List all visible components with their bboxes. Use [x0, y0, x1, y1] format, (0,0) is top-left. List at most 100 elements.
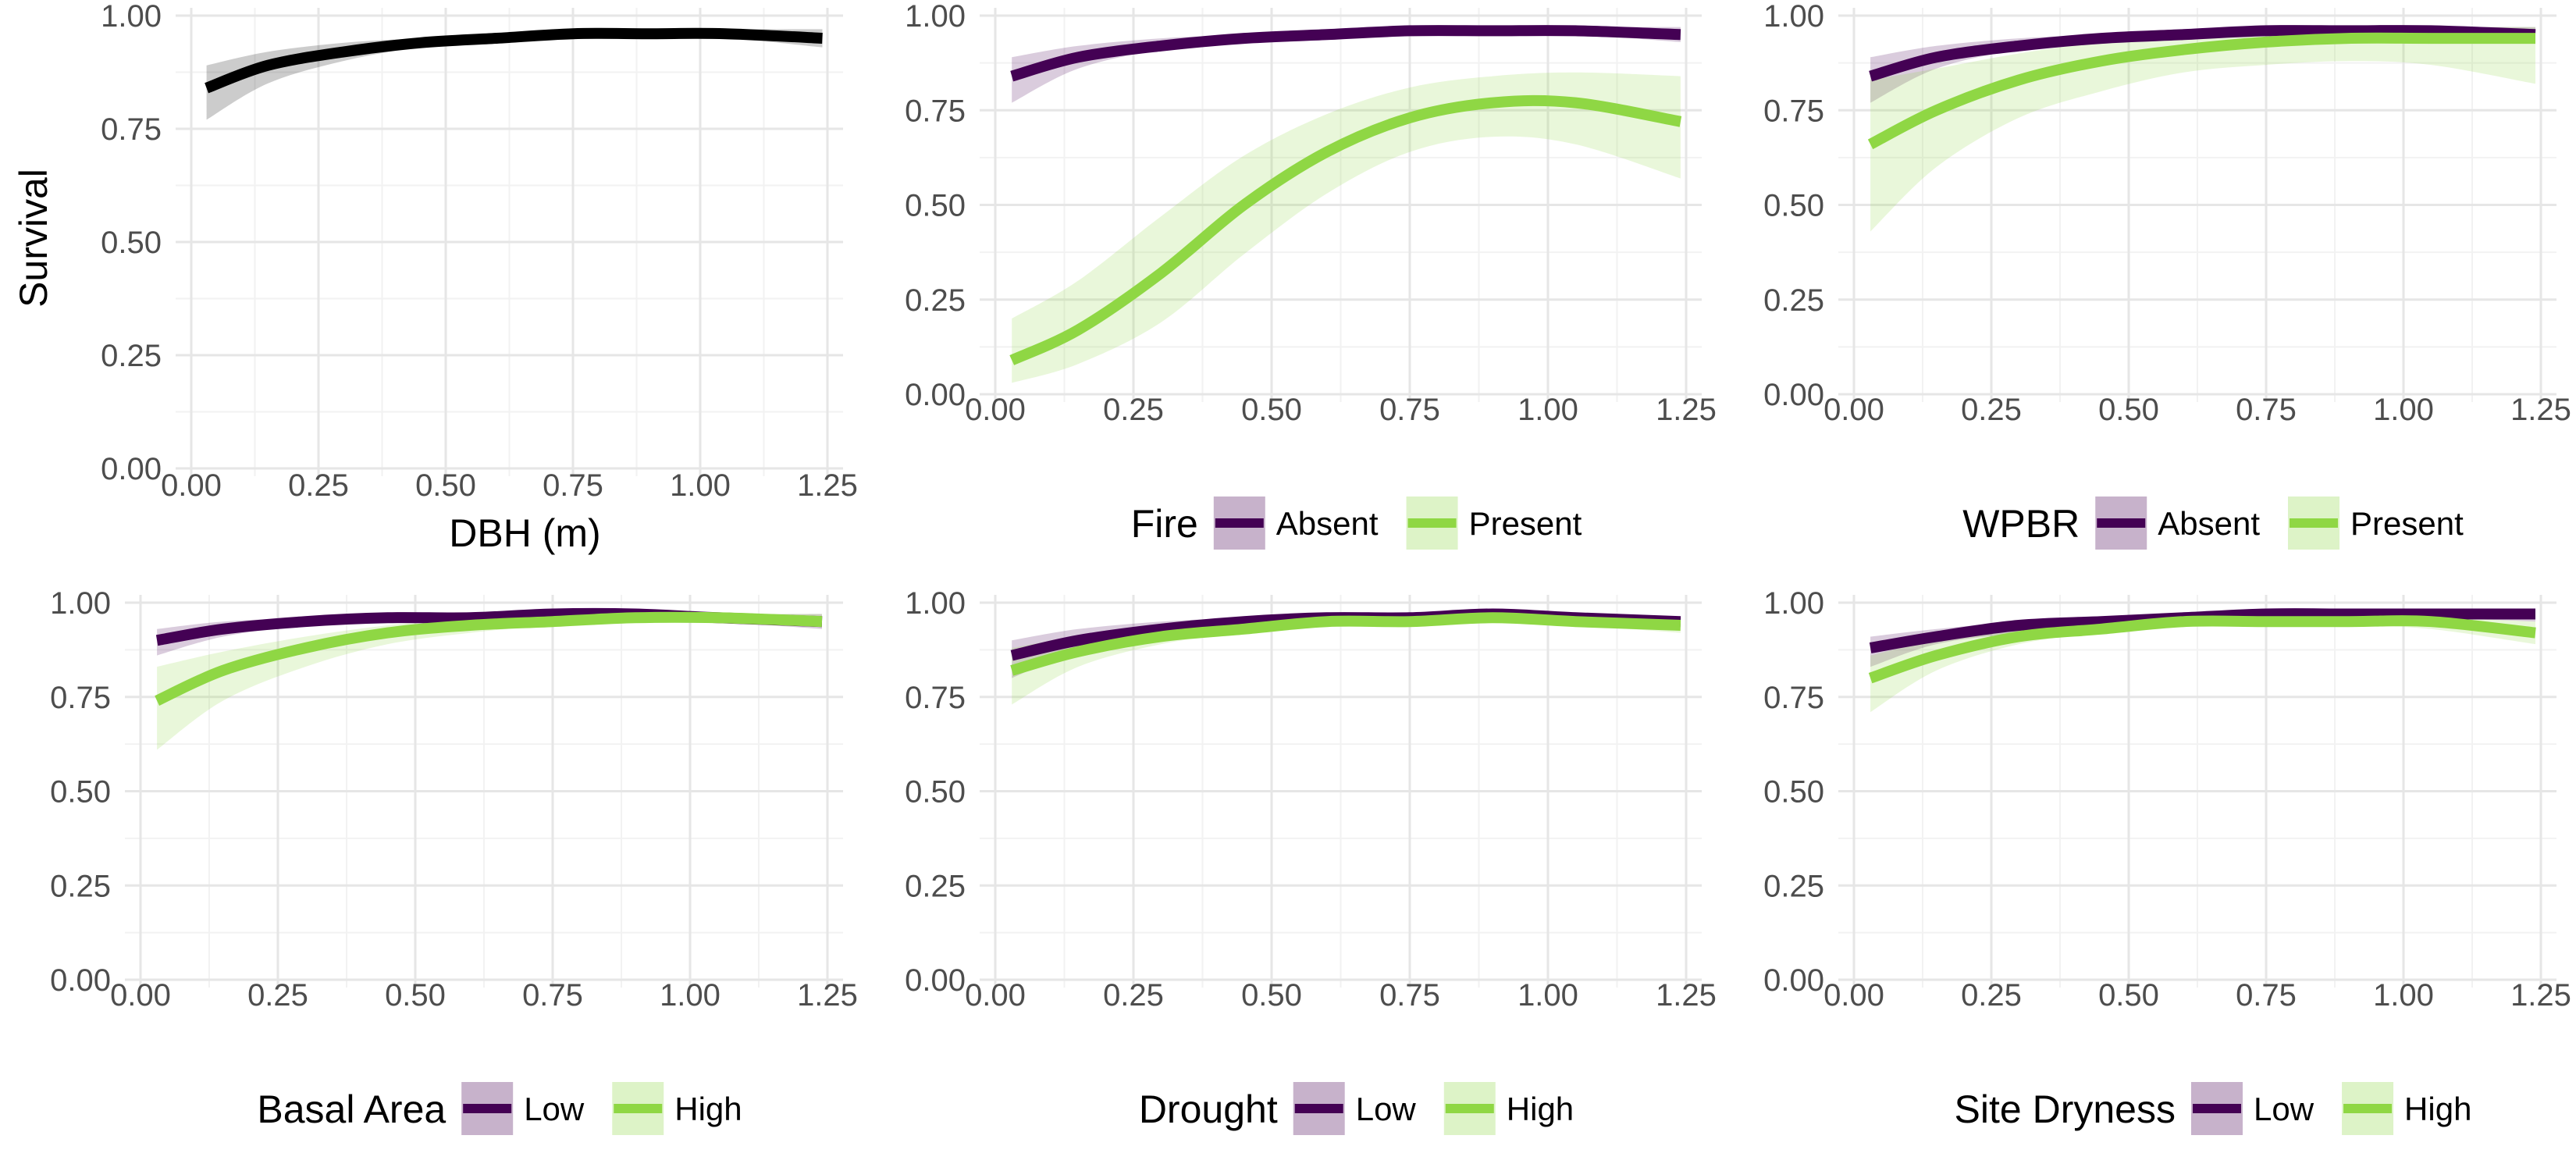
series-line-present — [1009, 94, 1682, 365]
x-tick-label: 0.00 — [1823, 393, 1884, 427]
y-tick-label: 1.00 — [1763, 586, 1824, 621]
y-tick-label: 0.75 — [905, 681, 966, 715]
legend-label-high: High — [674, 1091, 742, 1127]
series-line-high — [1010, 612, 1681, 676]
y-tick-label: 0.50 — [101, 226, 162, 260]
y-tick-label: 0.00 — [50, 963, 111, 998]
x-tick-label: 1.25 — [2510, 393, 2571, 427]
x-tick-label: 1.00 — [660, 978, 720, 1013]
series-line-dbh — [205, 27, 823, 94]
legend-label-high: High — [2404, 1091, 2471, 1127]
panel-fire: 0.00 0.25 0.50 0.75 1.00 0.00 0.25 0.50 0.75 1.00… — [905, 0, 1717, 550]
x-tick-label: 0.50 — [385, 978, 446, 1013]
y-tick-label: 1.00 — [50, 586, 111, 621]
legend-wpbr: WPBR Absent Present — [1962, 497, 2464, 550]
panel-dbh: 0.00 0.25 0.50 0.75 1.00 0.00 0.25 0.50 0.75 1.00… — [101, 0, 858, 555]
y-tick-label: 1.00 — [1763, 0, 1824, 34]
x-tick-label: 0.25 — [1103, 978, 1164, 1013]
legend-label-low: Low — [2254, 1091, 2314, 1127]
x-tick-label: 0.50 — [2098, 393, 2159, 427]
series-line-high — [155, 611, 823, 706]
x-tick-label: 1.00 — [1517, 393, 1578, 427]
x-tick-label: 0.50 — [1241, 978, 1302, 1013]
x-tick-label: 1.00 — [670, 468, 731, 503]
y-tick-label: 0.25 — [1763, 283, 1824, 318]
x-tick-label: 0.00 — [161, 468, 222, 503]
y-tick-label: 0.25 — [905, 869, 966, 903]
y-tick-label: 0.75 — [50, 681, 111, 715]
x-tick-label: 1.00 — [2373, 978, 2434, 1013]
y-tick-label: 0.75 — [1763, 94, 1824, 128]
x-tick-label: 0.00 — [965, 978, 1026, 1013]
x-tick-label: 1.25 — [2510, 978, 2571, 1013]
legend-key-low — [2190, 1082, 2243, 1135]
legend-key-low — [461, 1082, 514, 1135]
y-tick-label: 1.00 — [905, 0, 966, 34]
x-tick-label: 0.25 — [288, 468, 349, 503]
legend-key-present — [1406, 497, 1458, 550]
y-tick-label: 0.25 — [50, 869, 111, 903]
panel-basal-area: 0.00 0.25 0.50 0.75 1.00 0.00 0.25 0.50 0.75 1.00… — [50, 586, 858, 1135]
legend-title: Drought — [1139, 1087, 1278, 1131]
legend-label-low: Low — [524, 1091, 585, 1127]
y-tick-label: 0.50 — [905, 189, 966, 223]
x-tick-label: 0.00 — [1823, 978, 1884, 1013]
x-tick-label: 0.50 — [415, 468, 476, 503]
x-tick-label: 1.25 — [797, 978, 858, 1013]
gridlines-drought — [980, 595, 1702, 988]
x-tick-label: 0.75 — [543, 468, 603, 503]
legend-label-present: Present — [2350, 505, 2464, 542]
legend-site-dryness: Site Dryness Low High — [1955, 1082, 2471, 1135]
legend-basal-area: Basal Area Low High — [257, 1082, 742, 1135]
x-axis-label: DBH (m) — [449, 511, 600, 555]
y-tick-label: 0.00 — [101, 452, 162, 486]
gridlines-site-dryness — [1838, 595, 2556, 988]
x-tick-label: 0.25 — [1961, 393, 2022, 427]
series-line-absent — [1869, 25, 2536, 82]
x-tick-label: 0.75 — [2236, 393, 2297, 427]
legend-key-absent — [2095, 497, 2147, 550]
y-tick-label: 0.00 — [1763, 963, 1824, 998]
ci-ribbon-present — [1012, 72, 1681, 383]
legend-label-absent: Absent — [1276, 505, 1379, 542]
x-tick-label: 0.75 — [1379, 978, 1440, 1013]
y-tick-label: 0.00 — [905, 378, 966, 412]
y-tick-label: 0.50 — [1763, 189, 1824, 223]
y-axis-label: Survival — [12, 169, 55, 308]
x-tick-label: 1.00 — [2373, 393, 2434, 427]
series-line-high — [1868, 615, 2536, 684]
x-tick-label: 0.25 — [1961, 978, 2022, 1013]
series-line-present — [1867, 32, 2535, 150]
series-line-absent — [1010, 25, 1681, 82]
y-tick-label: 0.00 — [905, 963, 966, 998]
x-tick-label: 0.75 — [522, 978, 583, 1013]
legend-key-high — [2342, 1082, 2394, 1135]
y-tick-label: 0.25 — [101, 339, 162, 373]
x-tick-label: 1.00 — [1517, 978, 1578, 1013]
y-tick-label: 1.00 — [905, 586, 966, 621]
panel-site-dryness: 0.00 0.25 0.50 0.75 1.00 0.00 0.25 0.50 0.75 1.00… — [1763, 586, 2571, 1135]
x-tick-label: 1.25 — [1656, 393, 1717, 427]
y-tick-label: 0.00 — [1763, 378, 1824, 412]
legend-title: WPBR — [1962, 502, 2080, 546]
y-tick-label: 0.25 — [905, 283, 966, 318]
legend-key-high — [1443, 1082, 1496, 1135]
legend-key-low — [1293, 1082, 1345, 1135]
legend-key-high — [612, 1082, 664, 1135]
y-tick-label: 0.50 — [1763, 775, 1824, 810]
y-tick-label: 0.75 — [1763, 681, 1824, 715]
gridlines-wpbr — [1838, 8, 2556, 402]
legend-label-present: Present — [1469, 505, 1582, 542]
legend-title: Site Dryness — [1955, 1087, 2176, 1131]
legend-fire: Fire Absent Present — [1131, 497, 1582, 550]
gridlines-basal-area — [125, 595, 843, 988]
x-tick-label: 0.25 — [247, 978, 308, 1013]
gridlines-fire — [980, 8, 1702, 402]
legend-label-absent: Absent — [2158, 505, 2260, 542]
legend-label-high: High — [1507, 1091, 1574, 1127]
y-tick-label: 0.25 — [1763, 869, 1824, 903]
y-tick-label: 0.50 — [50, 775, 111, 810]
x-tick-label: 1.25 — [797, 468, 858, 503]
y-tick-label: 0.50 — [905, 775, 966, 810]
legend-title: Basal Area — [257, 1087, 446, 1131]
